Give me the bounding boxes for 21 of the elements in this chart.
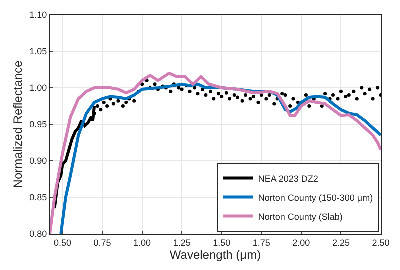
y-tick-label: 0.95: [30, 120, 48, 130]
legend-label: Norton County (Slab): [258, 212, 343, 222]
x-tick-label: 2.50: [372, 238, 390, 248]
legend-label: Norton County (150-300 μm): [258, 192, 374, 203]
x-tick-label: 0.75: [94, 238, 112, 248]
x-tick-label: 0.50: [54, 238, 72, 248]
x-axis-title: Wavelength (μm): [170, 248, 262, 262]
x-tick-label: 2.00: [292, 238, 310, 248]
x-tick-label: 1.75: [252, 238, 270, 248]
y-tick-label: 1.10: [30, 10, 48, 20]
y-tick-label: 0.80: [30, 229, 48, 240]
y-tick-label: 1.00: [30, 83, 48, 94]
y-tick-label: 0.85: [30, 192, 48, 203]
x-tick-label: 1.00: [134, 238, 152, 248]
y-tick-label: 0.90: [30, 156, 48, 166]
x-tick-label: 1.25: [173, 238, 191, 248]
x-tick-label: 2.25: [332, 238, 350, 248]
legend-label: NEA 2023 DZ2: [258, 174, 318, 184]
y-tick-label: 1.05: [30, 46, 48, 57]
x-tick-label: 1.50: [213, 238, 231, 248]
y-axis-title: Normalized Reflectance: [10, 60, 25, 188]
